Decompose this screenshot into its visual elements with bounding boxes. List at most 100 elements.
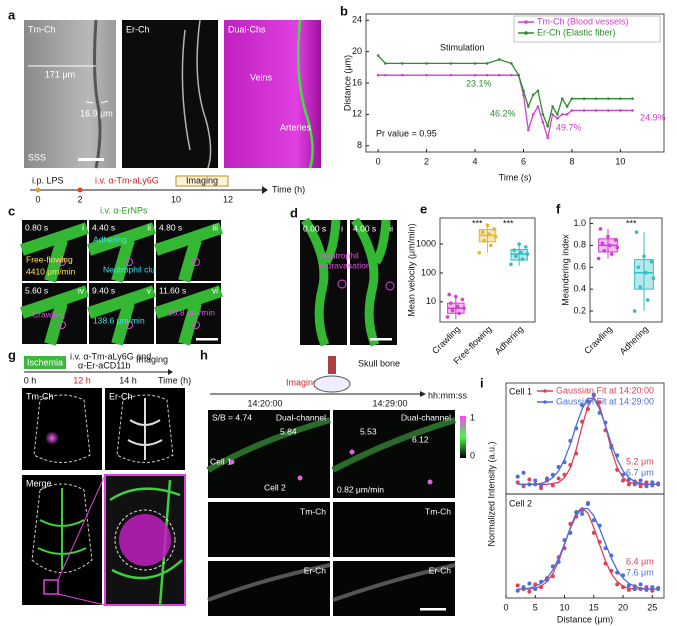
panel-label: b <box>340 3 348 18</box>
time-label: 4.80 s <box>159 222 182 232</box>
timeline-tick: 14:20:00 <box>247 398 282 408</box>
point <box>619 109 622 112</box>
timeline-label: i.v. α-Tm-aLy6G and <box>70 351 151 361</box>
point <box>568 530 573 535</box>
point <box>460 297 465 302</box>
channel-label: Er-Ch <box>429 565 451 575</box>
panel-label: f <box>556 201 561 216</box>
time-label: 5.60 s <box>25 285 48 295</box>
panel-label: c <box>8 203 15 218</box>
cell-marker <box>58 321 66 329</box>
vessel <box>207 563 456 602</box>
x-tick-label: 4 <box>473 156 478 166</box>
vessel <box>20 285 89 346</box>
point <box>533 478 538 483</box>
point <box>631 97 634 100</box>
point <box>517 73 520 77</box>
signal <box>45 431 59 445</box>
y-tick-label: 100 <box>421 267 436 277</box>
timeline-tick: 14:29:00 <box>372 398 407 408</box>
point <box>644 480 649 485</box>
point <box>539 585 544 590</box>
point <box>598 227 603 231</box>
point <box>594 97 598 100</box>
point <box>615 453 620 458</box>
plot-frame <box>505 493 665 599</box>
x-tick-label: 8 <box>569 156 574 166</box>
point <box>541 113 545 116</box>
point <box>539 484 544 489</box>
image <box>22 388 102 470</box>
point <box>582 97 586 100</box>
y-tick-label: 12 <box>352 109 362 119</box>
point <box>645 298 650 302</box>
fiber <box>296 19 314 169</box>
point <box>632 482 637 487</box>
point <box>515 583 520 588</box>
timeline-tick: 12 <box>223 194 233 204</box>
measure-label: 171 μm <box>45 69 75 79</box>
cell <box>349 449 355 455</box>
x-tick-label: Adhering <box>618 324 651 357</box>
time-label: 4.00 s <box>353 223 376 233</box>
x-tick-label: Crawling <box>582 324 614 356</box>
legend-dot <box>524 20 528 24</box>
tile-label: Free-flowing <box>26 254 73 264</box>
point <box>603 420 608 425</box>
panel-a: Tm-Ch Er-Ch Dual-Chs 171 μm 16.9 μm SSS … <box>24 19 321 169</box>
imaging-probe <box>328 356 336 374</box>
point <box>536 89 540 93</box>
point <box>447 292 452 297</box>
point <box>626 477 631 482</box>
annotation: 24.9% <box>640 112 666 122</box>
point <box>509 262 513 267</box>
panel-labels: a b c d e f g h i <box>8 3 561 390</box>
brain-outline <box>33 394 91 463</box>
timeline-label: Imaging <box>286 377 318 387</box>
annotation: 6.7 μm <box>626 467 654 477</box>
cell-label: Cell 2 <box>264 482 286 492</box>
timeline-label: i.v. α-Tm-aLy6G <box>95 175 159 185</box>
point <box>580 419 585 424</box>
timeline-tick: 0 h <box>24 375 37 385</box>
point <box>606 234 610 239</box>
channel-label: Tm-Ch <box>28 24 56 34</box>
plot-title: Cell 1 <box>509 386 532 396</box>
point <box>510 62 513 65</box>
ischemia-box <box>24 356 66 369</box>
point <box>521 484 526 489</box>
scale-bar <box>196 338 218 341</box>
point <box>384 62 387 65</box>
y-tick-label: 0.8 <box>573 240 586 250</box>
timeline-tick: 0 <box>35 194 40 204</box>
tile-index: i <box>82 222 84 232</box>
tile-index: ii <box>147 222 151 232</box>
dot <box>77 187 83 193</box>
point <box>457 311 461 316</box>
x-tick-label: 10 <box>560 602 570 612</box>
point <box>585 407 590 412</box>
arrow <box>262 186 268 194</box>
cell-marker <box>58 258 66 266</box>
point <box>591 392 596 397</box>
cell-marker <box>125 258 133 266</box>
point <box>551 105 554 108</box>
channel-label: Dual-Chs <box>228 24 266 34</box>
point <box>515 588 520 593</box>
point <box>515 474 520 479</box>
scale-bar <box>420 608 446 611</box>
legend-dot <box>543 389 547 393</box>
point <box>455 304 460 309</box>
cell-marker <box>192 258 200 266</box>
outline <box>114 509 176 571</box>
series-line <box>517 397 659 485</box>
y-tick-label: 1.0 <box>573 218 586 228</box>
point <box>527 589 532 594</box>
point <box>574 426 579 431</box>
point <box>650 588 655 593</box>
cell-marker <box>337 279 347 289</box>
point <box>609 553 614 558</box>
tile-label: 138.6 μm/min <box>93 315 145 325</box>
point <box>632 586 637 591</box>
legend-label: Gaussian Fit at 14:20:00 <box>556 385 654 395</box>
